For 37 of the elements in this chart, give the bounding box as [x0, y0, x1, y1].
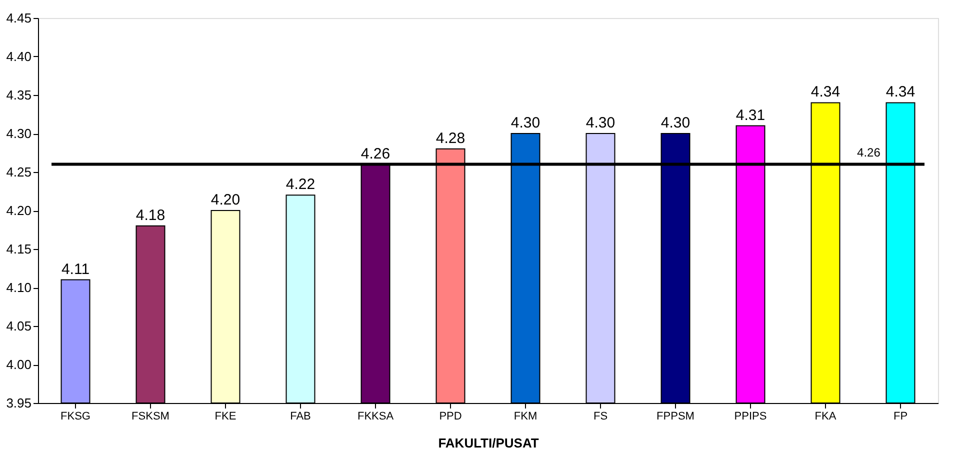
- y-tick-label: 4.25: [6, 164, 32, 180]
- y-tick-label: 4.40: [6, 49, 32, 64]
- x-axis-title: FAKULTI/PUSAT: [438, 436, 539, 450]
- y-tick-label: 4.10: [6, 280, 32, 295]
- y-tick-label: 4.00: [6, 357, 32, 372]
- data-label: 4.34: [810, 84, 840, 101]
- x-tick-label: FSKSM: [132, 410, 170, 422]
- x-tick-label: PPD: [439, 410, 462, 422]
- x-tick-label: FKA: [814, 410, 837, 422]
- x-tick-label: FKM: [514, 410, 538, 422]
- data-label: 4.28: [436, 130, 466, 147]
- y-tick-label: 4.35: [6, 88, 32, 102]
- x-tick-label: FKKSA: [357, 410, 394, 422]
- data-label: 4.30: [510, 114, 540, 132]
- ref-line-label: 4.26: [857, 145, 881, 160]
- x-tick-label: FAB: [290, 410, 311, 422]
- data-label: 4.20: [210, 192, 240, 208]
- x-tick-label: FP: [893, 410, 908, 422]
- data-label: 4.31: [736, 106, 766, 124]
- data-label: 4.22: [286, 176, 316, 194]
- x-tick-label: FKE: [214, 410, 236, 422]
- y-tick-label: 4.20: [6, 203, 32, 218]
- y-tick-label: 4.05: [6, 318, 32, 334]
- data-label: 4.18: [136, 206, 166, 224]
- x-tick-label: FKSG: [60, 410, 90, 422]
- data-label: 4.30: [660, 114, 690, 132]
- data-label: 4.34: [886, 84, 916, 101]
- data-label: 4.11: [61, 260, 90, 278]
- data-label: 4.26: [360, 145, 390, 162]
- y-tick-label: 4.45: [6, 10, 32, 26]
- y-tick-label: 3.95: [6, 396, 32, 410]
- y-tick-label: 4.30: [6, 126, 32, 141]
- data-label: 4.30: [586, 114, 616, 132]
- x-tick-label: FPPSM: [656, 410, 694, 422]
- x-tick-label: PPIPS: [734, 410, 767, 422]
- y-tick-label: 4.15: [6, 242, 32, 256]
- x-tick-label: FS: [593, 410, 608, 422]
